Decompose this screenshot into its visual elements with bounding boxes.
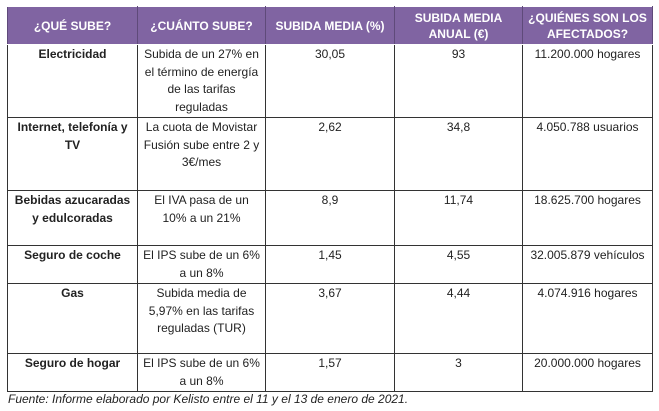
cell-pct: 8,9 [265, 190, 395, 246]
cell-affected: 18.625.700 hogares [522, 190, 653, 246]
cell-item: Seguro de hogar [7, 353, 138, 392]
cell-affected: 20.000.000 hogares [522, 353, 653, 392]
cell-annual: 4,44 [394, 283, 523, 354]
table-row: Gas Subida media de 5,97% en las tarifas… [7, 283, 653, 354]
cell-affected: 32.005.879 vehículos [522, 245, 653, 284]
cell-how: Subida media de 5,97% en las tarifas reg… [137, 283, 266, 354]
cell-pct: 1,45 [265, 245, 395, 284]
source-footnote: Fuente: Informe elaborado por Kelisto en… [8, 392, 409, 406]
header-cuanto-sube: ¿CUÁNTO SUBE? [137, 6, 266, 45]
header-subida-media-pct: SUBIDA MEDIA (%) [265, 6, 395, 45]
price-increase-table: ¿QUÉ SUBE? ¿CUÁNTO SUBE? SUBIDA MEDIA (%… [7, 6, 653, 392]
cell-annual: 34,8 [394, 117, 523, 191]
table-row: Seguro de coche El IPS sube de un 6% a u… [7, 245, 653, 284]
cell-pct: 30,05 [265, 44, 395, 118]
table-row: Bebidas azucaradas y edulcoradas El IVA … [7, 190, 653, 246]
cell-pct: 2,62 [265, 117, 395, 191]
cell-how: El IPS sube de un 6% a un 8% [137, 353, 266, 392]
cell-how: La cuota de Movistar Fusión sube entre 2… [137, 117, 266, 191]
table-row: Seguro de hogar El IPS sube de un 6% a u… [7, 353, 653, 392]
cell-how: El IVA pasa de un 10% a un 21% [137, 190, 266, 246]
table-row: Electricidad Subida de un 27% en el térm… [7, 44, 653, 118]
cell-item: Gas [7, 283, 138, 354]
cell-item: Seguro de coche [7, 245, 138, 284]
cell-item: Electricidad [7, 44, 138, 118]
header-subida-media-anual: SUBIDA MEDIA ANUAL (€) [394, 6, 523, 45]
table-header-row: ¿QUÉ SUBE? ¿CUÁNTO SUBE? SUBIDA MEDIA (%… [7, 6, 653, 45]
header-que-sube: ¿QUÉ SUBE? [7, 6, 138, 45]
cell-affected: 4.074.916 hogares [522, 283, 653, 354]
cell-how: El IPS sube de un 6% a un 8% [137, 245, 266, 284]
cell-annual: 11,74 [394, 190, 523, 246]
cell-annual: 93 [394, 44, 523, 118]
cell-pct: 1,57 [265, 353, 395, 392]
cell-item: Internet, telefonía y TV [7, 117, 138, 191]
cell-how: Subida de un 27% en el término de energí… [137, 44, 266, 118]
table-row: Internet, telefonía y TV La cuota de Mov… [7, 117, 653, 191]
header-afectados: ¿QUIÉNES SON LOS AFECTADOS? [522, 6, 653, 45]
cell-annual: 4,55 [394, 245, 523, 284]
cell-annual: 3 [394, 353, 523, 392]
cell-pct: 3,67 [265, 283, 395, 354]
cell-affected: 11.200.000 hogares [522, 44, 653, 118]
cell-affected: 4.050.788 usuarios [522, 117, 653, 191]
cell-item: Bebidas azucaradas y edulcoradas [7, 190, 138, 246]
